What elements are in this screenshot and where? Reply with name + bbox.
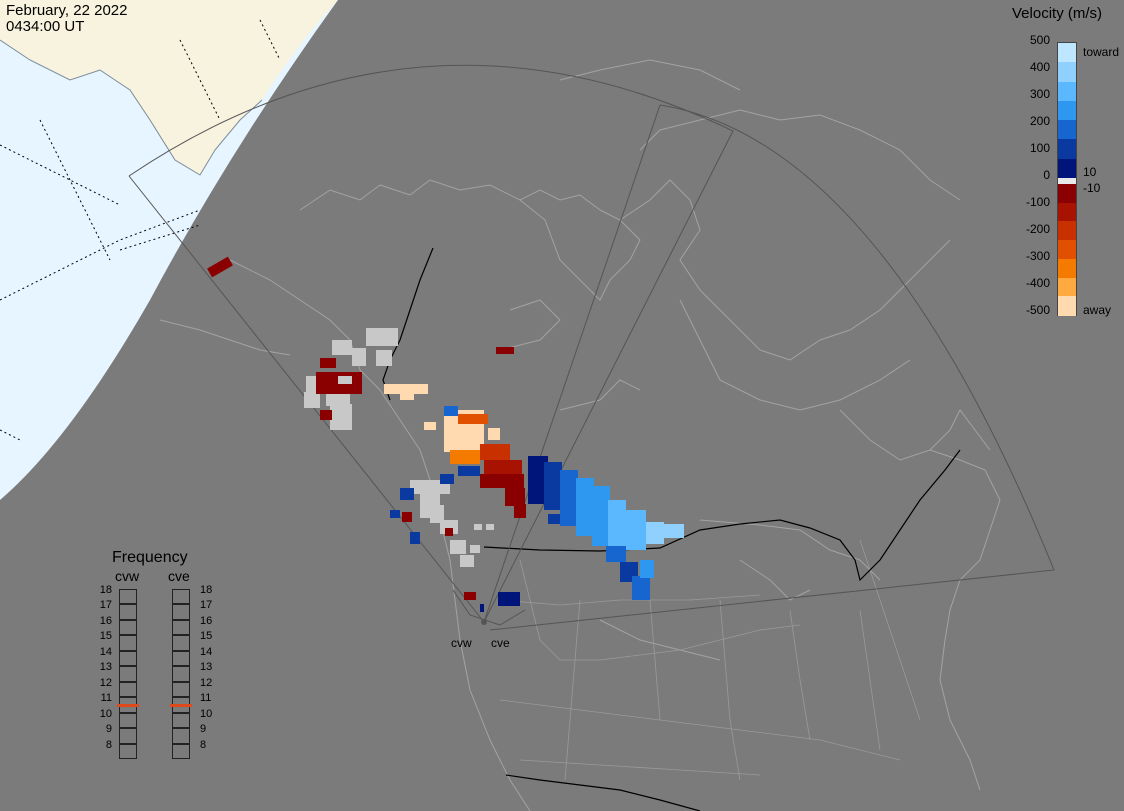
frequency-radar-cvw: cvw	[115, 568, 140, 584]
frequency-cell	[119, 635, 137, 651]
province-state-lines	[499, 539, 921, 781]
frequency-cell	[172, 635, 190, 651]
colorbar-segment	[1058, 184, 1076, 204]
frequency-level-label: 10	[200, 707, 213, 720]
frequency-level-label: 11	[100, 692, 112, 705]
frequency-marker	[117, 703, 139, 707]
colorbar-segment	[1058, 258, 1076, 279]
colorbar-segment	[1058, 202, 1076, 223]
frequency-cell	[119, 681, 137, 698]
station-label-cvw: cvw	[451, 636, 472, 650]
frequency-cell	[172, 604, 190, 620]
frequency-level-label: 14	[99, 645, 112, 658]
frequency-level-label: 15	[200, 630, 213, 643]
frequency-level-label: 13	[200, 661, 213, 674]
frequency-radar-cve: cve	[168, 568, 190, 584]
frequency-cell	[172, 743, 190, 759]
velocity-tick-label: 0	[1043, 168, 1050, 182]
frequency-level-label: 9	[105, 723, 112, 736]
frequency-level-label: 12	[99, 676, 112, 689]
frequency-level-label: 17	[99, 599, 112, 612]
frequency-level-label: 13	[99, 661, 112, 674]
colorbar-segment	[1058, 296, 1076, 316]
velocity-neg10-label: -10	[1083, 181, 1101, 195]
frequency-cell	[172, 728, 190, 744]
velocity-tick-label: 200	[1029, 114, 1050, 128]
colorbar-zero-band	[1058, 178, 1076, 184]
colorbar-segment	[1058, 221, 1076, 242]
frequency-level-label: 16	[200, 614, 213, 627]
frequency-cell	[119, 589, 137, 605]
colorbar-segment	[1058, 240, 1076, 260]
velocity-tick-label: 100	[1029, 141, 1050, 155]
frequency-cell	[119, 743, 137, 759]
frequency-ladder-cve	[170, 589, 192, 759]
colorbar-segment	[1058, 139, 1076, 160]
frequency-cell	[119, 619, 137, 636]
station-label-cve: cve	[491, 636, 510, 650]
velocity-toward-label: toward	[1083, 45, 1120, 59]
frequency-level-label: 16	[99, 614, 112, 627]
frequency-cell	[172, 666, 190, 682]
frequency-cell	[172, 589, 190, 605]
velocity-scale-title: Velocity (m/s)	[1012, 5, 1103, 22]
velocity-tick-label: -200	[1025, 222, 1050, 236]
frequency-cell	[172, 681, 190, 698]
frequency-level-label: 18	[200, 584, 213, 596]
time-label: 0434:00 UT	[6, 18, 85, 35]
frequency-marker	[170, 703, 192, 707]
frequency-cell	[172, 619, 190, 636]
velocity-colorbar	[1057, 42, 1077, 316]
frequency-level-label: 9	[200, 723, 207, 736]
daylight-land	[0, 0, 338, 175]
frequency-level-label: 18	[99, 584, 112, 596]
frequency-cell	[172, 650, 190, 667]
frequency-cell	[119, 604, 137, 620]
frequency-level-label: 17	[200, 599, 213, 612]
colorbar-segment	[1058, 62, 1076, 83]
colorbar-segment	[1058, 100, 1076, 122]
colorbar-segment	[1058, 158, 1076, 179]
velocity-away-label: away	[1083, 303, 1112, 317]
daylight-region	[0, 0, 338, 500]
velocity-tick-label: -300	[1025, 249, 1050, 263]
frequency-level-label: 10	[99, 707, 112, 720]
frequency-cell	[119, 712, 137, 729]
daylight-land-coast	[0, 39, 263, 176]
velocity-cells	[207, 256, 684, 612]
frequency-level-label: 12	[200, 676, 213, 689]
frequency-level-label: 14	[200, 645, 213, 658]
frequency-cell	[172, 712, 190, 729]
velocity-tick-label: -500	[1025, 303, 1050, 317]
graticule-day	[0, 19, 281, 441]
colorbar-segment	[1058, 277, 1076, 298]
radar-fov	[128, 64, 1055, 631]
date-label: February, 22 2022	[6, 2, 128, 19]
velocity-10-label: 10	[1083, 165, 1097, 179]
velocity-tick-label: 300	[1029, 87, 1050, 101]
frequency-cell	[119, 650, 137, 667]
colorbar-segment	[1058, 120, 1076, 141]
velocity-tick-label: 500	[1029, 33, 1050, 47]
frequency-level-label: 8	[105, 738, 112, 751]
velocity-tick-label: -100	[1025, 195, 1050, 209]
coastlines	[159, 59, 1001, 811]
frequency-cell	[119, 728, 137, 744]
colorbar-segment	[1058, 43, 1076, 64]
frequency-level-label: 8	[200, 738, 207, 751]
frequency-title: Frequency	[112, 549, 188, 566]
radar-site	[481, 619, 487, 625]
velocity-tick-label: -400	[1025, 276, 1050, 290]
velocity-tick-label: 400	[1029, 60, 1050, 74]
frequency-cell	[119, 666, 137, 682]
colorbar-segment	[1058, 81, 1076, 102]
frequency-level-label: 15	[99, 630, 112, 643]
frequency-ladder-cvw	[117, 589, 139, 759]
frequency-level-label: 11	[200, 692, 212, 705]
